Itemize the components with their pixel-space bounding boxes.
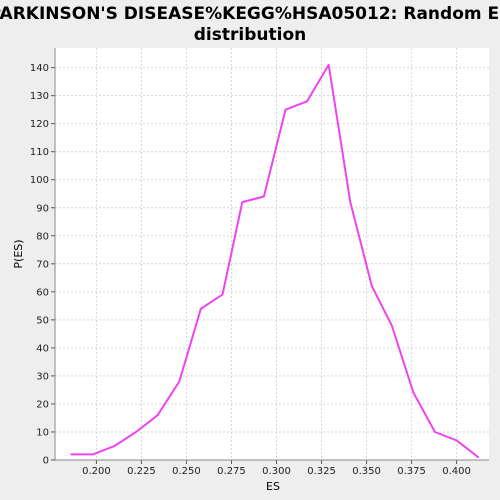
x-tick-label: 0.200 [82,466,111,477]
data-point [241,201,244,203]
data-point [135,431,137,433]
data-point [221,293,224,296]
x-tick-label: 0.325 [307,466,336,477]
y-tick-label: 120 [30,119,49,130]
x-tick-label: 0.375 [397,466,426,477]
chart-title-line-2: distribution [194,25,306,45]
y-tick-label: 10 [36,427,49,438]
data-point [92,453,94,456]
y-tick-label: 50 [36,315,49,326]
y-tick-label: 80 [36,231,49,242]
axes: 0 10 20 30 40 50 60 70 80 90 100 110 120 130 140 0.200 0… [30,48,489,477]
series-line [71,63,479,458]
data-point [113,445,116,447]
y-axis-label: P(ES) [12,239,25,268]
x-tick-label: 0.275 [217,466,246,477]
x-tick-label: 0.350 [352,466,381,477]
y-tick-label: 70 [36,259,49,270]
data-point [70,453,73,456]
y-tick-label: 130 [30,91,49,102]
data-point [200,307,202,310]
y-tick-label: 0 [43,456,49,467]
data-point [263,195,265,198]
x-tick-label: 0.250 [172,466,201,477]
plot-area [55,48,489,460]
y-tick-label: 110 [30,147,49,158]
data-point [349,201,352,203]
data-point [477,456,479,458]
chart-title-line-1: PARKINSON'S DISEASE%KEGG%HSA05012: Rando… [0,4,500,24]
data-point [284,108,287,111]
series-layer [70,63,479,458]
grid-lines [55,48,489,461]
y-tick-label: 100 [30,175,49,186]
data-point [455,439,458,442]
x-tick-label: 0.400 [442,466,471,477]
data-point [306,100,308,103]
data-point [390,324,393,327]
y-tick-label: 40 [36,343,49,354]
data-point [434,431,436,433]
data-point [156,414,159,416]
y-tick-label: 20 [36,399,49,410]
x-tick-label: 0.225 [127,466,156,477]
y-tick-label: 30 [36,371,49,382]
x-axis-label: ES [266,480,280,493]
data-point [412,391,415,394]
x-tick-label: 0.300 [262,466,291,477]
data-point [178,380,181,383]
y-tick-label: 90 [36,203,49,214]
data-point [371,285,373,288]
y-tick-label: 60 [36,287,49,298]
data-point [327,64,330,66]
y-tick-label: 140 [30,63,49,74]
